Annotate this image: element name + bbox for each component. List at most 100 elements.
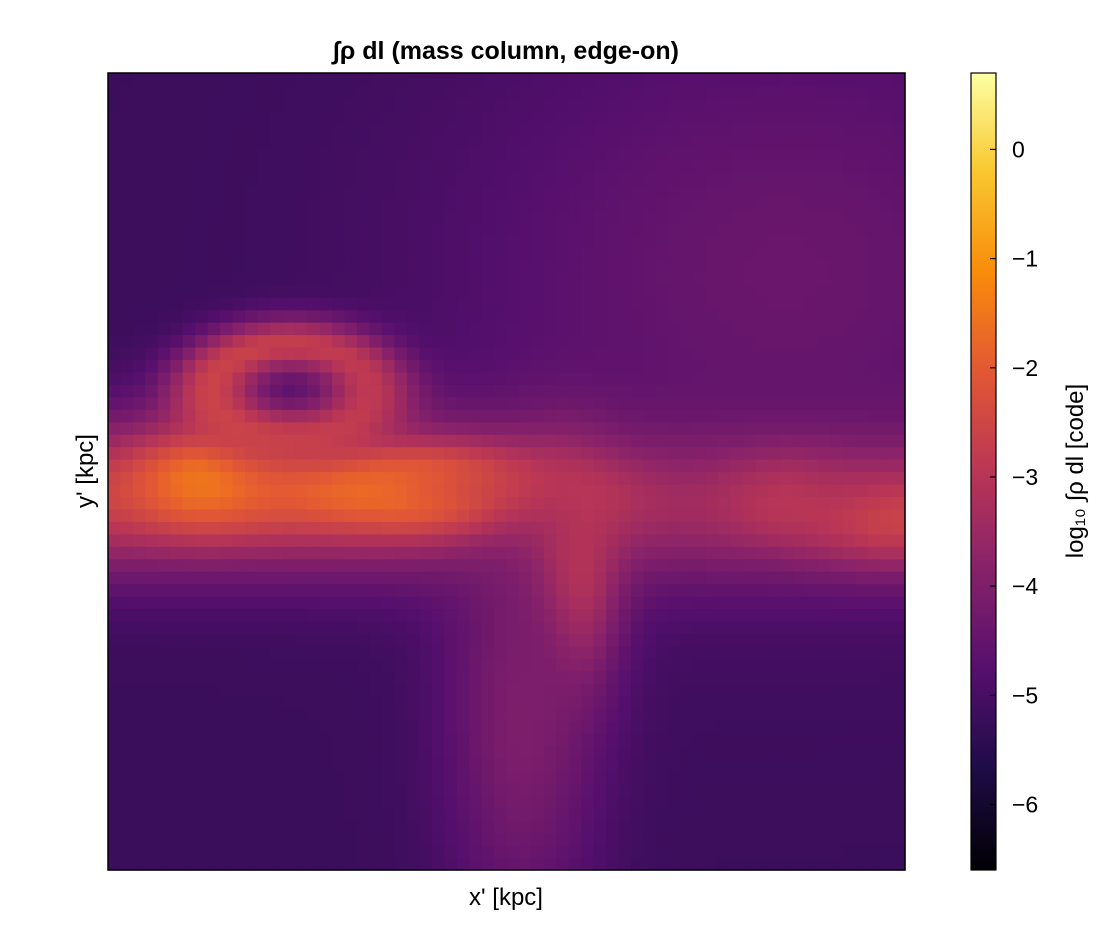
heatmap-cell xyxy=(157,247,171,261)
heatmap-cell xyxy=(481,571,495,585)
heatmap-cell xyxy=(344,297,358,311)
heatmap-cell xyxy=(232,322,246,336)
heatmap-cell xyxy=(543,832,557,846)
heatmap-cell xyxy=(456,122,470,136)
heatmap-cell xyxy=(817,533,831,547)
heatmap-cell xyxy=(406,645,420,659)
heatmap-cell xyxy=(855,359,869,373)
heatmap-cell xyxy=(531,371,545,385)
heatmap-cell xyxy=(120,197,134,211)
heatmap-cell xyxy=(244,135,259,149)
heatmap-cell xyxy=(631,97,645,111)
heatmap-cell xyxy=(257,645,271,659)
heatmap-cell xyxy=(880,85,894,99)
heatmap-cell xyxy=(705,645,719,659)
heatmap-cell xyxy=(855,97,869,111)
heatmap-cell xyxy=(805,645,819,659)
heatmap-cell xyxy=(506,633,520,647)
heatmap-cell xyxy=(568,558,582,572)
heatmap-cell xyxy=(892,209,906,224)
heatmap-cell xyxy=(456,845,470,859)
heatmap-cell xyxy=(730,757,744,771)
heatmap-cell xyxy=(108,85,122,99)
heatmap-cell xyxy=(643,845,657,859)
heatmap-cell xyxy=(817,795,831,809)
heatmap-cell xyxy=(220,471,234,485)
heatmap-cell xyxy=(406,683,420,697)
heatmap-cell xyxy=(518,272,532,286)
heatmap-cell xyxy=(506,496,520,510)
heatmap-cell xyxy=(257,346,271,361)
heatmap-cell xyxy=(618,757,632,771)
heatmap-cell xyxy=(768,583,782,597)
heatmap-cell xyxy=(232,782,246,796)
heatmap-cell xyxy=(780,197,794,211)
heatmap-cell xyxy=(693,185,707,199)
heatmap-cell xyxy=(220,172,234,186)
heatmap-cell xyxy=(693,708,707,722)
heatmap-cell xyxy=(792,496,806,510)
heatmap-cell xyxy=(244,832,259,846)
heatmap-cell xyxy=(469,209,483,224)
heatmap-cell xyxy=(381,421,396,435)
heatmap-cell xyxy=(120,683,134,697)
heatmap-cell xyxy=(755,222,769,236)
heatmap-cell xyxy=(556,558,570,572)
heatmap-cell xyxy=(344,483,358,497)
heatmap-cell xyxy=(655,396,669,410)
heatmap-cell xyxy=(431,259,445,273)
heatmap-cell xyxy=(805,209,819,224)
heatmap-cell xyxy=(817,608,831,622)
heatmap-cell xyxy=(643,508,657,522)
heatmap-cell xyxy=(655,459,669,473)
heatmap-cell xyxy=(257,807,271,821)
heatmap-cell xyxy=(394,147,408,161)
heatmap-cell xyxy=(294,247,308,261)
heatmap-cell xyxy=(244,446,259,460)
heatmap-cell xyxy=(880,745,894,759)
heatmap-cell xyxy=(792,508,806,522)
heatmap-cell xyxy=(207,421,221,435)
heatmap-cell xyxy=(145,757,159,771)
heatmap-cell xyxy=(394,97,408,111)
heatmap-cell xyxy=(307,185,321,199)
heatmap-cell xyxy=(157,297,171,311)
heatmap-cell xyxy=(842,633,856,647)
heatmap-cell xyxy=(867,820,881,834)
heatmap-cell xyxy=(531,845,545,859)
heatmap-cell xyxy=(369,85,383,99)
heatmap-cell xyxy=(606,683,620,697)
heatmap-cell xyxy=(593,695,607,709)
heatmap-cell xyxy=(282,546,296,560)
heatmap-cell xyxy=(481,371,495,385)
heatmap-cell xyxy=(680,558,694,572)
heatmap-cell xyxy=(444,197,458,211)
heatmap-cell xyxy=(406,122,420,136)
heatmap-cell xyxy=(456,346,470,361)
heatmap-cell xyxy=(207,832,221,846)
heatmap-cell xyxy=(581,508,595,522)
heatmap-cell xyxy=(543,683,557,697)
heatmap-cell xyxy=(556,471,570,485)
heatmap-cell xyxy=(469,745,483,759)
heatmap-cell xyxy=(381,297,396,311)
heatmap-cell xyxy=(817,546,831,560)
heatmap-cell xyxy=(332,409,346,423)
heatmap-cell xyxy=(182,160,196,174)
heatmap xyxy=(108,73,906,871)
heatmap-cell xyxy=(730,147,744,161)
heatmap-cell xyxy=(755,795,769,809)
heatmap-cell xyxy=(431,770,445,784)
heatmap-cell xyxy=(132,197,146,211)
heatmap-cell xyxy=(531,745,545,759)
heatmap-cell xyxy=(220,434,234,448)
heatmap-cell xyxy=(132,483,146,497)
heatmap-cell xyxy=(867,284,881,298)
heatmap-cell xyxy=(531,209,545,224)
heatmap-cell xyxy=(444,247,458,261)
heatmap-cell xyxy=(655,496,669,510)
heatmap-cell xyxy=(444,558,458,572)
heatmap-cell xyxy=(655,172,669,186)
heatmap-cell xyxy=(780,284,794,298)
heatmap-cell xyxy=(842,782,856,796)
